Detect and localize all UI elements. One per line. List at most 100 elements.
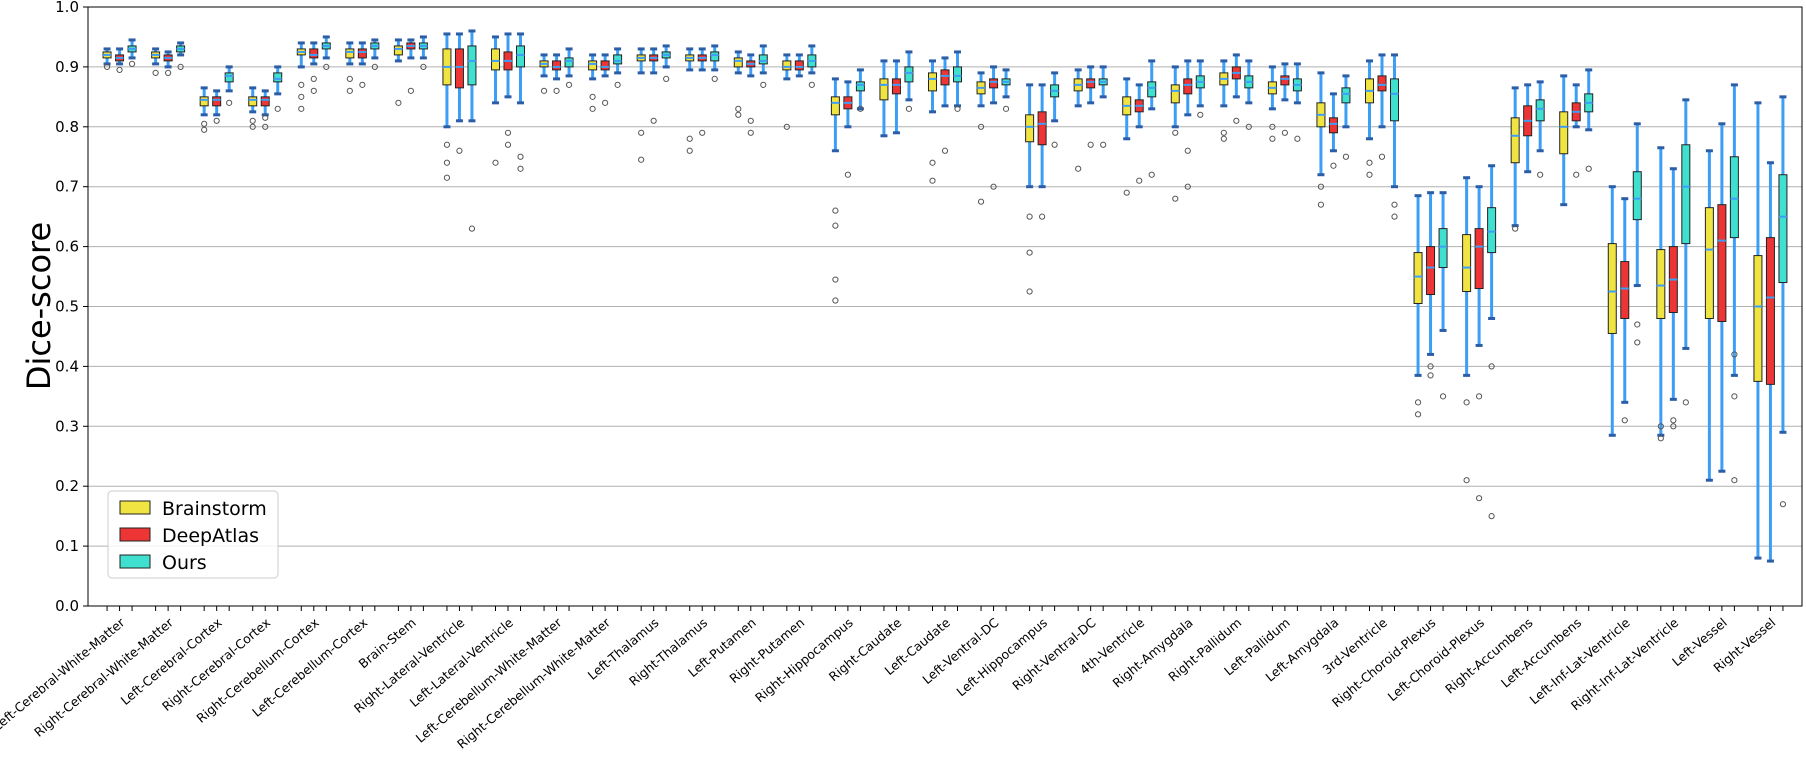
box-brainstorm [636,47,646,163]
outlier-point [1657,423,1664,430]
box-iqr [1025,114,1035,143]
outlier-point [832,207,839,214]
box-ours [273,65,283,112]
outlier-point [857,105,864,112]
legend-label-ours: Ours [162,552,207,574]
outlier-point [201,120,208,127]
box-ours [613,47,623,88]
box-brainstorm [1219,59,1229,142]
outlier-point [116,66,123,73]
box-brainstorm [1364,59,1374,178]
box-deepatlas [1571,83,1581,178]
box-ours [758,44,768,88]
outlier-point [274,105,281,112]
outlier-point [1463,399,1470,406]
outlier-point [1002,105,1010,112]
box-iqr [1632,171,1642,221]
category-label: Left-Hippocampus [953,615,1050,699]
box-deepatlas [1717,122,1727,473]
outlier-point [747,129,754,136]
box-iqr [1510,117,1520,164]
box-iqr [758,54,768,65]
box-iqr [710,51,720,62]
box-brainstorm [1267,65,1277,142]
box-iqr [552,60,562,71]
box-ours [807,44,817,88]
box-ours [321,35,331,71]
outlier-point [663,75,670,82]
y-tick-label: 0.7 [55,178,79,196]
box-deepatlas [1377,53,1387,160]
outlier-point [1366,159,1373,166]
outlier-point [177,63,184,71]
outlier-point [346,75,353,82]
outlier-point [540,87,548,94]
outlier-point [650,117,657,124]
outlier-point [1172,129,1179,136]
outlier-point [492,159,499,166]
box-iqr [1183,78,1193,95]
outlier-point [589,93,596,100]
box-brainstorm [1025,83,1035,295]
box-ours [418,35,428,71]
outlier-point [1439,393,1447,400]
box-brainstorm [102,47,112,71]
box-iqr [1037,111,1047,146]
box-iqr [1341,87,1351,104]
box-iqr [940,69,950,86]
box-ours [1438,191,1448,400]
outlier-point [1414,411,1422,418]
box-deepatlas [503,32,513,148]
box-deepatlas [115,47,125,73]
box-iqr [564,57,574,68]
outlier-point [1051,141,1058,148]
outlier-point [1634,321,1641,328]
box-iqr [1656,249,1666,319]
box-ours [1001,68,1011,112]
outlier-point [832,222,839,229]
box-deepatlas [1183,59,1193,190]
outlier-point [395,99,402,106]
y-tick-label: 0.6 [55,238,79,256]
outlier-point [1075,165,1082,172]
outlier-point [941,147,949,154]
outlier-point [929,177,936,184]
box-iqr [782,60,792,71]
box-deepatlas [989,65,999,190]
outlier-point [1670,417,1677,424]
outlier-point [1731,477,1738,484]
box-brainstorm [1510,86,1520,232]
box-iqr [1170,84,1180,104]
outlier-point [1148,171,1155,178]
box-iqr [1620,261,1630,319]
box-deepatlas [843,80,853,178]
box-deepatlas [1620,197,1630,424]
box-ours [1535,80,1545,178]
outlier-point [1731,351,1738,358]
box-brainstorm [928,59,937,184]
box-brainstorm [1704,149,1714,482]
outlier-point [1682,399,1689,406]
box-iqr [1765,237,1775,385]
outlier-point [517,153,524,160]
box-deepatlas [406,38,416,94]
y-tick-label: 0.1 [55,537,79,555]
outlier-point [128,60,136,68]
outlier-point [1537,171,1544,178]
outlier-point [1087,141,1094,148]
outlier-point [298,93,305,100]
outlier-point [407,87,414,94]
boxplots [102,29,1788,563]
box-iqr [393,45,403,56]
outlier-point [504,141,512,148]
outlier-point [152,69,159,76]
outlier-point [1172,195,1179,202]
box-iqr [1389,78,1399,122]
box-iqr [516,45,526,68]
outlier-point [165,69,172,76]
legend-swatch-ours [119,554,151,569]
outlier-point [323,63,330,71]
box-iqr [199,96,209,107]
box-iqr [467,45,477,86]
outlier-point [456,147,463,154]
